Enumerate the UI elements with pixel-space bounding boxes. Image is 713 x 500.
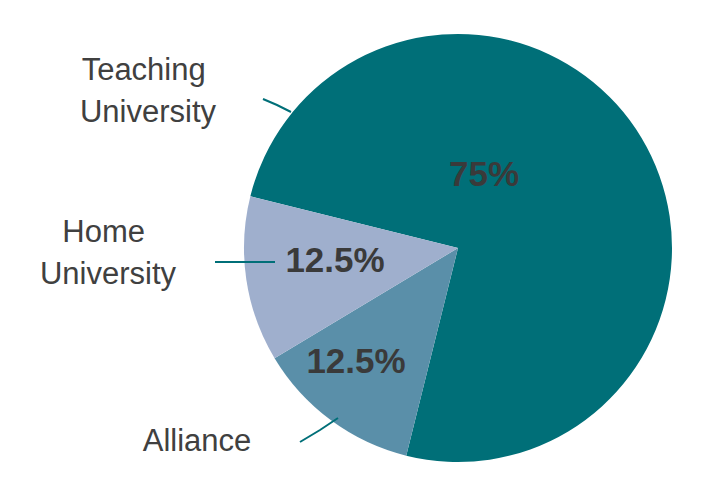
svg-text:75%: 75% bbox=[449, 154, 519, 193]
svg-text:Alliance: Alliance bbox=[143, 423, 252, 458]
svg-text:12.5%: 12.5% bbox=[306, 341, 405, 380]
svg-text:12.5%: 12.5% bbox=[285, 240, 384, 279]
svg-text:University: University bbox=[40, 256, 177, 291]
svg-text:University: University bbox=[80, 94, 217, 129]
svg-text:Teaching: Teaching bbox=[82, 52, 215, 87]
svg-text:Home: Home bbox=[62, 214, 153, 249]
